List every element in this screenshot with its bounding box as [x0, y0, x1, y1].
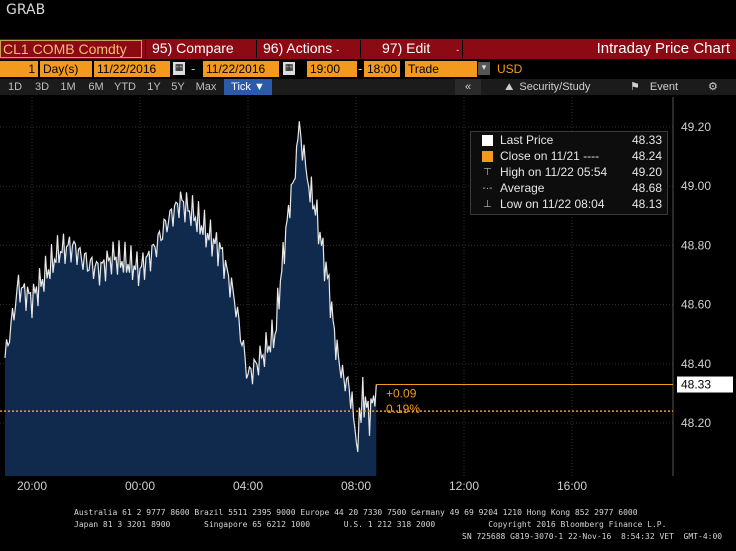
x-tick-label: 04:00	[233, 479, 263, 493]
period-button-1y[interactable]: 1Y	[147, 81, 161, 93]
actions-button[interactable]: 96) Actions -	[263, 40, 339, 58]
currency-label[interactable]: USD	[497, 62, 523, 76]
ticker-label: CL1 COMB Comdty	[3, 41, 127, 57]
change-percent: 0.19%	[386, 402, 420, 416]
end-date-field[interactable]: 11/22/2016	[203, 61, 279, 77]
edit-num: 97)	[382, 40, 403, 56]
change-value: +0.09	[386, 387, 417, 401]
event-button[interactable]: ⚑ Event	[630, 79, 678, 95]
last-price-tag: 48.33	[681, 378, 711, 392]
legend-box	[470, 131, 668, 215]
security-study-label: Security/Study	[519, 81, 591, 93]
security-study-button[interactable]: ⛰ Security/Study	[505, 79, 590, 95]
calendar-icon[interactable]: ▦	[173, 62, 185, 75]
y-tick-label: 48.60	[681, 298, 711, 312]
chart-title: Intraday Price Chart	[596, 40, 730, 57]
period-button-1m[interactable]: 1M	[60, 81, 76, 93]
high-marker-icon: ⊤	[483, 167, 492, 178]
period-button-5y[interactable]: 5Y	[171, 81, 185, 93]
footer-contacts-1: Australia 61 2 9777 8600 Brazil 5511 239…	[74, 508, 638, 517]
period-button-1d[interactable]: 1D	[7, 81, 23, 93]
collapse-button[interactable]: «	[455, 79, 481, 95]
legend-low-label: Low on 11/22 08:04	[500, 197, 605, 211]
footer-contacts-2: Japan 81 3 3201 8900 Singapore 65 6212 1…	[74, 520, 667, 529]
legend-row-average: -·- Average 48.68	[476, 181, 666, 197]
last-price-swatch	[482, 135, 493, 146]
ticker-field[interactable]	[0, 40, 142, 58]
x-tick-label: 20:00	[17, 479, 47, 493]
period-toolbar	[0, 79, 736, 95]
legend-row-low: ⊥ Low on 11/22 08:04 48.13	[476, 197, 666, 213]
end-time-field[interactable]: 18:00	[364, 61, 400, 77]
actions-num: 96)	[263, 40, 284, 56]
legend-close-label: Close on 11/21 ----	[500, 149, 600, 163]
x-date-label: 22 Nov 2016	[284, 495, 352, 497]
separator	[145, 40, 146, 58]
field-selector[interactable]: Trade	[405, 61, 477, 77]
gear-icon[interactable]: ⚙	[708, 81, 718, 93]
close-swatch	[482, 151, 493, 162]
low-marker-icon: ⊥	[483, 199, 492, 210]
period-button-max[interactable]: Max	[195, 81, 217, 93]
y-tick-label: 48.80	[681, 238, 711, 252]
y-tick-label: 49.20	[681, 120, 711, 134]
x-tick-label: 16:00	[557, 479, 587, 493]
y-tick-label: 48.40	[681, 357, 711, 371]
legend-last-value: 48.33	[631, 133, 662, 147]
price-line	[4, 121, 377, 453]
footer-sn: SN 725688 G819-3070-1 22-Nov-16 8:54:32 …	[462, 532, 723, 541]
separator	[256, 40, 257, 58]
command-bar	[0, 39, 736, 59]
date-separator: -	[191, 62, 196, 76]
period-count-field[interactable]: 1	[0, 61, 38, 77]
dropdown-icon: -	[456, 45, 460, 55]
x-tick-label: 12:00	[449, 479, 479, 493]
legend-row-close: Close on 11/21 ---- 48.24	[476, 149, 666, 165]
legend-close-value: 48.24	[631, 149, 662, 163]
screen-title: GRAB	[6, 2, 46, 18]
time-separator: -	[358, 62, 363, 76]
x-tick-label: 08:00	[341, 479, 371, 493]
event-label: Event	[649, 81, 679, 93]
calendar-icon[interactable]: ▦	[283, 62, 295, 75]
last-price-tag-bg	[677, 376, 733, 393]
legend-high-label: High on 11/22 05:54	[500, 165, 608, 179]
study-icon: ⛰	[505, 82, 514, 93]
chevron-down-icon[interactable]: ▾	[478, 62, 490, 75]
compare-label: Compare	[176, 40, 234, 56]
compare-num: 95)	[152, 40, 173, 56]
legend-average-label: Average	[500, 181, 545, 195]
legend-average-value: 48.68	[631, 181, 662, 195]
edit-label: Edit	[406, 40, 431, 56]
period-button-6m[interactable]: 6M	[88, 81, 104, 93]
period-button-tick[interactable]: Tick ▼	[224, 79, 272, 95]
period-button-3d[interactable]: 3D	[34, 81, 50, 93]
legend-high-value: 49.20	[631, 165, 662, 179]
separator	[462, 40, 463, 58]
price-area	[5, 121, 377, 477]
compare-button[interactable]: 95) Compare	[152, 40, 234, 58]
actions-label: Actions	[286, 40, 333, 56]
edit-button[interactable]: 97) Edit -	[382, 40, 459, 58]
x-tick-label: 00:00	[125, 479, 155, 493]
y-tick-label: 49.00	[681, 179, 711, 193]
separator	[360, 40, 361, 58]
period-unit-field[interactable]: Day(s)	[40, 61, 92, 77]
legend-row-last: Last Price 48.33	[476, 133, 666, 149]
legend-row-high: ⊤ High on 11/22 05:54 49.20	[476, 165, 666, 181]
legend-low-value: 48.13	[631, 197, 662, 211]
period-button-ytd[interactable]: YTD	[114, 81, 136, 93]
y-tick-label: 48.20	[681, 416, 711, 430]
dropdown-icon: -	[336, 45, 340, 55]
start-time-field[interactable]: 19:00	[307, 61, 357, 77]
start-date-field[interactable]: 11/22/2016	[94, 61, 170, 77]
flag-icon: ⚑	[630, 81, 640, 93]
average-marker-icon: -·-	[482, 183, 493, 194]
legend-last-label: Last Price	[500, 133, 554, 147]
